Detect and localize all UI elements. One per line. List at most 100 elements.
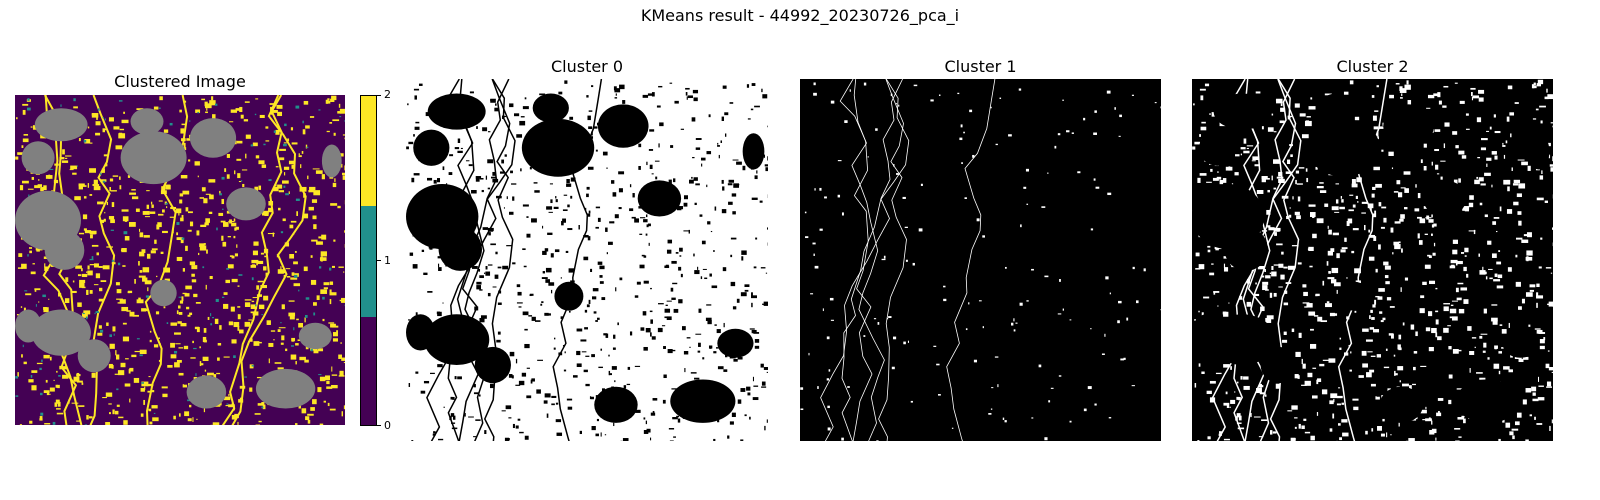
cluster-2-pixel (1324, 203, 1329, 207)
cluster-2-pixel (1470, 87, 1476, 90)
class-2-pixel (132, 314, 139, 317)
class-1-pixel (305, 297, 310, 300)
cluster-0-dark-pixel (683, 195, 689, 200)
class-1-pixel (73, 98, 76, 102)
cluster-0-dark-pixel (583, 369, 588, 373)
cluster-1-corridor (820, 79, 910, 441)
class-2-pixel (250, 311, 254, 314)
cluster-0-dark-pixel (578, 224, 580, 230)
cluster-1-pixel (847, 386, 850, 388)
cluster-2-pixel (1383, 261, 1389, 266)
class-1-pixel (52, 421, 56, 425)
cluster-2-pixel (1506, 116, 1510, 122)
class-1-pixel (109, 334, 112, 338)
cluster-0-dark-pixel (767, 227, 768, 230)
cluster-0-dark-pixel (567, 228, 573, 231)
cluster-0-dark-pixel (493, 354, 495, 359)
cluster-2-pixel (1378, 244, 1381, 250)
masked-region-10 (77, 339, 111, 373)
cluster-2-dark-region-5 (1423, 180, 1467, 217)
cluster-0-dark-pixel (427, 134, 431, 139)
cluster-1-pixel (898, 104, 900, 107)
class-2-pixel (322, 318, 325, 322)
cluster-2-pixel (1381, 206, 1387, 209)
class-1-pixel (15, 376, 19, 379)
cluster-1-pixel (1026, 300, 1029, 302)
cluster-2-pixel (1458, 308, 1465, 314)
cluster-2-pixel (1326, 301, 1330, 304)
cluster-1-pixel (800, 408, 804, 411)
class-2-pixel (231, 339, 237, 344)
cluster-0-dark-pixel (662, 399, 666, 404)
cluster-0-dark-pixel (664, 308, 671, 313)
class-2-pixel (229, 219, 232, 224)
class-2-pixel (194, 161, 200, 166)
cluster-0-dark-pixel (408, 141, 414, 145)
class-1-pixel (91, 256, 94, 260)
cluster-0-dark-pixel (629, 184, 632, 188)
class-1-pixel (187, 399, 191, 402)
cluster-2-pixel (1258, 436, 1264, 438)
cluster-2-pixel (1381, 149, 1384, 152)
cluster-2-pixel (1528, 324, 1531, 327)
cluster-2-pixel (1342, 432, 1349, 437)
cluster-1-pixel (830, 319, 834, 321)
cluster-0-dark-pixel (608, 370, 611, 376)
class-2-pixel (77, 274, 82, 277)
cluster-0-dark-pixel (763, 301, 768, 306)
cluster-2-pixel (1422, 419, 1427, 421)
cluster-2-pixel (1428, 219, 1434, 223)
cluster-0-dark-corridor (552, 79, 603, 441)
class-1-pixel (30, 374, 33, 378)
class-1-pixel (178, 296, 182, 298)
cluster-2-pixel (1383, 366, 1390, 369)
class-2-pixel (250, 304, 258, 309)
cluster-0-dark-pixel (606, 252, 608, 255)
cluster-1-mask (800, 79, 1161, 441)
class-2-pixel (114, 410, 119, 415)
cluster-2-pixel (1478, 253, 1481, 257)
cluster-2-pixel (1317, 378, 1322, 382)
cluster-0-dark-pixel (761, 88, 763, 93)
cluster-2-pixel (1301, 134, 1309, 139)
cluster-0-dark-pixel (578, 149, 583, 154)
class-2-pixel (316, 190, 320, 192)
class-2-pixel (272, 232, 275, 237)
class-2-pixel (231, 278, 238, 283)
cluster-2-pixel (1529, 284, 1536, 288)
class-2-pixel (86, 415, 89, 420)
cluster-2-pixel (1458, 436, 1462, 438)
cluster-2-pixel (1443, 327, 1449, 333)
cluster-2-pixel (1507, 85, 1513, 90)
cluster-1-pixel (1114, 107, 1116, 110)
cluster-2-pixel (1390, 227, 1394, 233)
class-2-pixel (185, 285, 192, 290)
cluster-2-pixel (1257, 265, 1265, 270)
cluster-2-pixel (1350, 351, 1352, 354)
cluster-0-dark-pixel (688, 399, 690, 402)
cluster-2-pixel (1476, 372, 1483, 374)
class-2-pixel (244, 321, 251, 327)
class-2-pixel (179, 300, 184, 304)
class-2-pixel (236, 158, 242, 161)
class-2-pixel (22, 138, 29, 143)
cluster-2-pixel (1251, 160, 1256, 162)
class-2-pixel (333, 132, 336, 136)
class-2-pixel (218, 212, 224, 216)
cluster-0-dark-pixel (668, 428, 675, 430)
class-2-pixel (229, 121, 234, 123)
class-2-pixel (57, 401, 61, 407)
cluster-0-dark-pixel (530, 379, 533, 384)
class-2-pixel (44, 423, 51, 425)
cluster-0-dark-pixel (683, 202, 688, 207)
class-2-pixel (309, 116, 315, 118)
class-2-pixel (120, 362, 126, 368)
cluster-1-pixel (968, 302, 970, 305)
cluster-2-pixel (1407, 100, 1412, 105)
class-2-pixel (312, 215, 317, 220)
class-1-pixel (145, 295, 150, 298)
cluster-2-pixel (1489, 126, 1492, 130)
class-2-pixel (106, 322, 109, 326)
cluster-0-dark-pixel (572, 375, 578, 378)
cluster-2-pixel (1461, 252, 1465, 254)
